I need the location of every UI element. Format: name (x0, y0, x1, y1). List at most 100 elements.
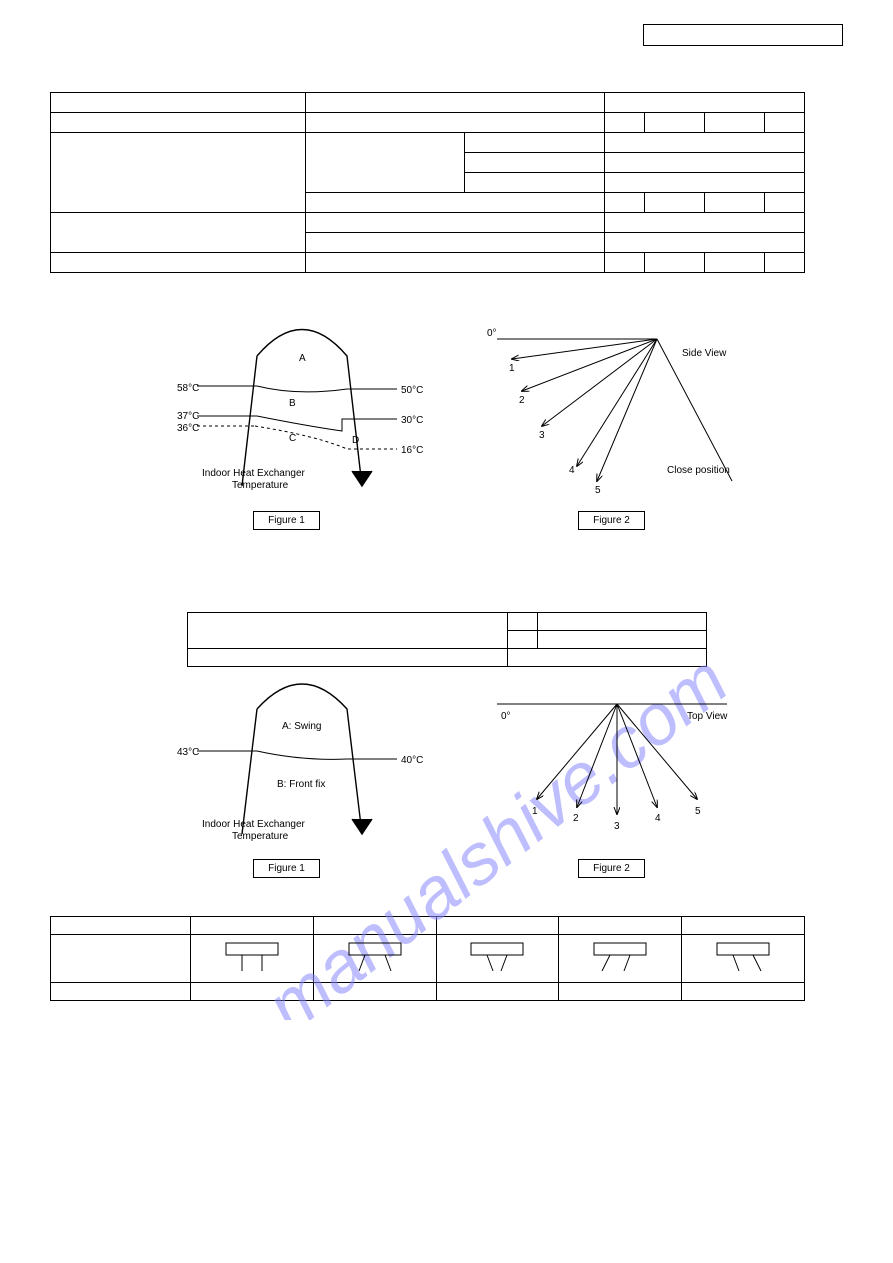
table-cell (191, 983, 314, 1001)
svg-text:5: 5 (695, 806, 701, 817)
table-cell (51, 213, 306, 253)
table-2 (187, 612, 707, 667)
table-cell (537, 613, 706, 631)
louver-icon (345, 937, 405, 977)
table-cell (605, 133, 805, 153)
figure-1b-caption: Figure 2 (578, 511, 645, 530)
table-cell (537, 631, 706, 649)
figure-2b: 0° Top View 1 2 3 4 5 (477, 679, 747, 859)
svg-text:16°C: 16°C (401, 445, 423, 456)
svg-text:1: 1 (532, 806, 538, 817)
figure-1a-col: 58°C 37°C 36°C 50°C 30°C 16°C A B C D In… (147, 321, 427, 526)
table-cell (507, 649, 706, 667)
svg-text:C: C (289, 433, 296, 444)
svg-text:0°: 0° (501, 711, 511, 722)
table-cell (191, 917, 314, 935)
svg-text:A: Swing: A: Swing (282, 721, 321, 732)
louver-icon (590, 937, 650, 977)
svg-text:5: 5 (595, 485, 601, 496)
table-cell (187, 649, 507, 667)
figure-row-2: 43°C 40°C A: Swing B: Front fix Indoor H… (50, 679, 843, 874)
svg-text:Temperature: Temperature (232, 480, 289, 491)
table-cell (305, 93, 605, 113)
table-cell (507, 613, 537, 631)
table-cell (51, 133, 306, 213)
louver-icon (222, 937, 282, 977)
svg-text:36°C: 36°C (177, 423, 199, 434)
table-cell (305, 213, 605, 233)
table-cell (682, 983, 805, 1001)
table-cell (765, 253, 805, 273)
svg-text:4: 4 (655, 813, 661, 824)
table-cell (187, 613, 507, 649)
table-cell (605, 233, 805, 253)
svg-text:Indoor Heat Exchanger: Indoor Heat Exchanger (202, 468, 306, 479)
header-box (643, 24, 843, 46)
table-cell (605, 193, 645, 213)
table-cell (313, 983, 436, 1001)
table-cell (559, 917, 682, 935)
figure-1a-caption: Figure 1 (253, 511, 320, 530)
table-cell (51, 93, 306, 113)
table-cell (559, 983, 682, 1001)
table-cell (51, 113, 306, 133)
svg-text:0°: 0° (487, 328, 497, 339)
svg-text:3: 3 (539, 430, 545, 441)
table-cell (305, 133, 465, 193)
table-cell (436, 983, 559, 1001)
louver-icon (467, 937, 527, 977)
table-cell (605, 213, 805, 233)
table-cell (765, 193, 805, 213)
table-cell (465, 173, 605, 193)
table-cell (645, 253, 705, 273)
svg-text:B: Front fix: B: Front fix (277, 779, 325, 790)
svg-text:1: 1 (509, 363, 515, 374)
table-cell (682, 917, 805, 935)
svg-text:37°C: 37°C (177, 411, 199, 422)
table-cell (705, 193, 765, 213)
table-cell (305, 233, 605, 253)
svg-text:4: 4 (569, 465, 575, 476)
svg-text:2: 2 (573, 813, 579, 824)
table-cell (51, 253, 306, 273)
figure-2b-caption: Figure 2 (578, 859, 645, 878)
table-cell (305, 113, 605, 133)
svg-text:3: 3 (614, 821, 620, 832)
table-cell (605, 173, 805, 193)
svg-text:40°C: 40°C (401, 755, 423, 766)
table-1 (50, 92, 805, 273)
svg-text:B: B (289, 398, 296, 409)
table-cell (51, 917, 191, 935)
figure-2a-caption: Figure 1 (253, 859, 320, 878)
svg-text:Temperature: Temperature (232, 831, 289, 842)
svg-text:30°C: 30°C (401, 415, 423, 426)
table-cell (305, 253, 605, 273)
svg-text:Close position: Close position (667, 465, 730, 476)
table-cell (465, 153, 605, 173)
figure-1a: 58°C 37°C 36°C 50°C 30°C 16°C A B C D In… (147, 321, 427, 511)
table-cell (645, 113, 705, 133)
figure-1b-col: 0° Side View Close position 1 2 3 4 5 Fi… (477, 321, 747, 526)
table-3 (50, 916, 805, 1001)
figure-2a-col: 43°C 40°C A: Swing B: Front fix Indoor H… (147, 679, 427, 874)
louver-cell (313, 935, 436, 983)
table-cell (765, 113, 805, 133)
table-cell (705, 253, 765, 273)
table-cell (605, 153, 805, 173)
svg-text:58°C: 58°C (177, 383, 199, 394)
table-cell (305, 193, 605, 213)
table-cell (605, 253, 645, 273)
figure-2b-col: 0° Top View 1 2 3 4 5 Figure 2 (477, 679, 747, 874)
table-cell (51, 983, 191, 1001)
louver-cell (191, 935, 314, 983)
table-cell (705, 113, 765, 133)
louver-cell (682, 935, 805, 983)
table-cell (436, 917, 559, 935)
svg-text:D: D (352, 435, 359, 446)
svg-text:50°C: 50°C (401, 385, 423, 396)
svg-text:43°C: 43°C (177, 747, 199, 758)
svg-text:2: 2 (519, 395, 525, 406)
table-cell (51, 935, 191, 983)
svg-text:Top View: Top View (687, 711, 728, 722)
table-cell (313, 917, 436, 935)
